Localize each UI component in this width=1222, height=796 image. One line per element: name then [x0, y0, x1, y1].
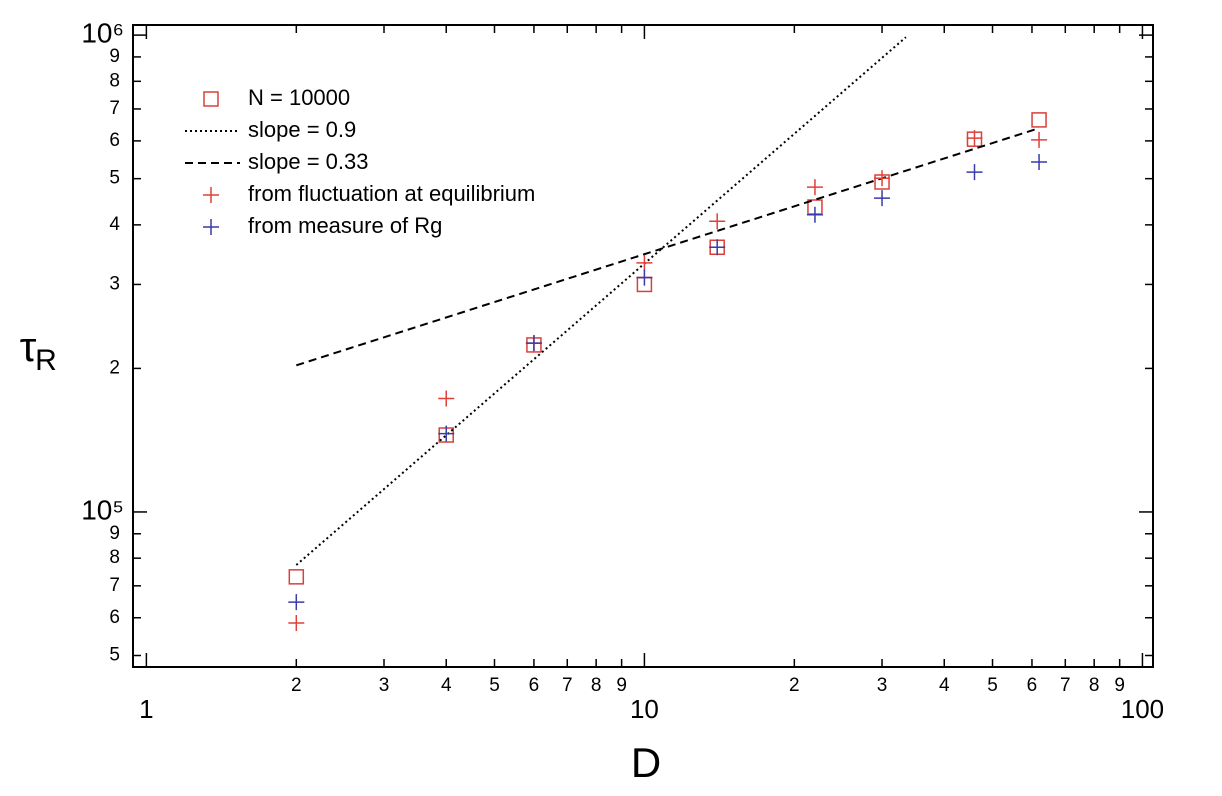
- y-tick-label: 10⁵: [81, 494, 124, 525]
- square-marker: [203, 91, 219, 107]
- plus-marker: [874, 170, 891, 187]
- legend-label: N = 10000: [248, 85, 350, 110]
- legend-label: slope = 0.9: [248, 117, 356, 142]
- x-tick-label: 4: [441, 675, 452, 696]
- plus-marker: [288, 614, 305, 631]
- legend-label: from fluctuation at equilibrium: [248, 181, 535, 206]
- plot-frame: [132, 24, 1154, 668]
- plus-marker: [806, 179, 823, 196]
- x-tick-label: 7: [562, 675, 573, 696]
- x-tick-label: 100: [1121, 694, 1164, 724]
- x-tick-label: 9: [616, 675, 627, 696]
- square-marker: [1031, 112, 1047, 128]
- y-tick-label: 5: [109, 168, 120, 189]
- y-tick-label: 7: [109, 98, 120, 119]
- plus-marker: [288, 594, 305, 611]
- x-tick-label: 5: [489, 675, 500, 696]
- fit-line: [295, 36, 907, 566]
- y-tick-label: 6: [109, 607, 120, 628]
- legend-label: from measure of Rg: [248, 213, 442, 238]
- fit-line: [296, 127, 1040, 367]
- y-axis-label-subscript: R: [35, 344, 57, 377]
- y-tick-label: 6: [109, 130, 120, 151]
- plus-marker: [438, 390, 455, 407]
- plus-marker: [203, 219, 219, 235]
- plus-marker: [203, 187, 219, 203]
- x-tick-label: 7: [1060, 675, 1071, 696]
- y-axis-label: τ: [20, 323, 37, 370]
- x-tick-label: 2: [789, 675, 800, 696]
- y-tick-label: 7: [109, 575, 120, 596]
- plus-marker: [966, 130, 983, 147]
- x-axis-label: D: [631, 739, 661, 786]
- x-tick-label: 4: [939, 675, 950, 696]
- x-tick-label: 6: [529, 675, 540, 696]
- y-tick-label: 5: [109, 645, 120, 666]
- plus-marker: [709, 213, 726, 230]
- x-tick-label: 3: [877, 675, 888, 696]
- plus-marker: [636, 269, 653, 286]
- y-tick-label: 8: [109, 70, 120, 91]
- plus-marker: [806, 206, 823, 223]
- plus-marker: [874, 190, 891, 207]
- plus-marker: [636, 254, 653, 271]
- x-tick-label: 5: [987, 675, 998, 696]
- y-tick-label: 9: [109, 46, 120, 67]
- x-tick-label: 8: [1089, 675, 1100, 696]
- y-tick-label: 4: [109, 214, 120, 235]
- plus-marker: [525, 335, 542, 352]
- plus-marker: [1031, 153, 1048, 170]
- plus-marker: [709, 239, 726, 256]
- y-tick-label: 3: [109, 273, 120, 294]
- plus-marker: [1031, 131, 1048, 148]
- y-tick-label: 2: [109, 357, 120, 378]
- x-tick-label: 6: [1027, 675, 1038, 696]
- x-tick-label: 8: [591, 675, 602, 696]
- x-tick-label: 1: [139, 694, 153, 724]
- square-marker: [288, 569, 305, 585]
- plus-marker: [438, 425, 455, 442]
- legend-label: slope = 0.33: [248, 149, 368, 174]
- x-tick-label: 10: [630, 694, 659, 724]
- x-tick-label: 2: [291, 675, 302, 696]
- y-tick-label: 8: [109, 547, 120, 568]
- x-tick-label: 3: [379, 675, 390, 696]
- x-tick-label: 9: [1114, 675, 1125, 696]
- plus-marker: [966, 164, 983, 181]
- y-tick-label: 9: [109, 523, 120, 544]
- y-tick-label: 10⁶: [81, 17, 124, 48]
